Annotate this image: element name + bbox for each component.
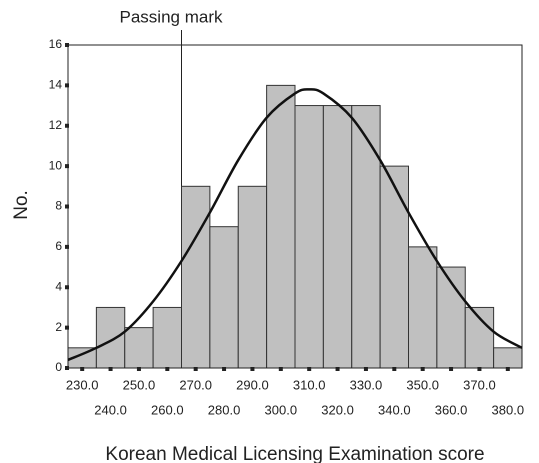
x-tick (449, 367, 454, 371)
x-tick-label: 230.0 (66, 377, 99, 392)
x-tick (278, 367, 283, 371)
bar (181, 185, 211, 369)
x-tick-label: 270.0 (179, 377, 212, 392)
y-tick-label: 14 (49, 78, 63, 92)
bar (379, 165, 409, 369)
x-tick (108, 367, 113, 371)
y-tick-label: 10 (49, 158, 63, 172)
x-tick-label: 350.0 (406, 377, 439, 392)
bar (493, 347, 523, 369)
y-tick (65, 164, 69, 169)
x-tick (136, 367, 141, 371)
x-tick-label: 300.0 (265, 402, 298, 417)
x-tick (420, 367, 425, 371)
y-tick-label: 6 (55, 239, 62, 253)
bar (209, 226, 239, 369)
x-axis-label: Korean Medical Licensing Examination sco… (105, 444, 484, 463)
x-tick (222, 367, 227, 371)
y-tick (65, 366, 69, 370)
bar (152, 306, 182, 369)
x-tick-label: 360.0 (435, 402, 468, 417)
y-tick (65, 43, 69, 47)
bar (237, 185, 268, 369)
x-tick (307, 367, 312, 371)
x-tick (335, 367, 340, 371)
y-tick (65, 204, 69, 209)
x-tick (250, 367, 255, 371)
x-tick-label: 240.0 (94, 402, 127, 417)
y-tick-label: 8 (55, 199, 62, 213)
y-tick-label: 0 (55, 360, 62, 374)
y-axis-label: No. (11, 190, 32, 220)
x-tick-label: 370.0 (463, 377, 496, 392)
x-tick-label: 260.0 (151, 402, 184, 417)
x-tick-label: 280.0 (208, 402, 241, 417)
x-tick (505, 367, 510, 371)
x-tick-label: 340.0 (378, 402, 411, 417)
bar (266, 84, 296, 369)
y-tick (65, 244, 69, 249)
y-tick-label: 12 (49, 118, 63, 132)
x-tick-label: 250.0 (123, 377, 156, 392)
bar (322, 105, 353, 369)
x-tick (477, 367, 482, 371)
y-tick (65, 83, 69, 88)
x-tick-label: 330.0 (350, 377, 383, 392)
x-tick (193, 367, 198, 371)
y-tick (65, 325, 69, 330)
normal-curve (67, 88, 523, 362)
bar (408, 246, 438, 369)
y-tick (65, 285, 69, 290)
bar (124, 327, 154, 369)
y-tick (65, 123, 69, 128)
x-tick (80, 367, 85, 371)
bar (351, 105, 381, 369)
y-tick-label: 4 (55, 279, 62, 293)
annotation: Passing mark (120, 7, 223, 26)
x-tick (392, 367, 397, 371)
x-tick-label: 320.0 (321, 402, 354, 417)
x-tick (363, 367, 368, 371)
y-tick-label: 2 (55, 320, 62, 334)
bar (294, 105, 324, 369)
x-tick-label: 290.0 (236, 377, 269, 392)
bar (95, 306, 126, 369)
x-tick (165, 367, 170, 371)
x-tick-label: 310.0 (293, 377, 326, 392)
y-tick-label: 16 (49, 37, 63, 51)
x-tick-label: 380.0 (492, 402, 525, 417)
